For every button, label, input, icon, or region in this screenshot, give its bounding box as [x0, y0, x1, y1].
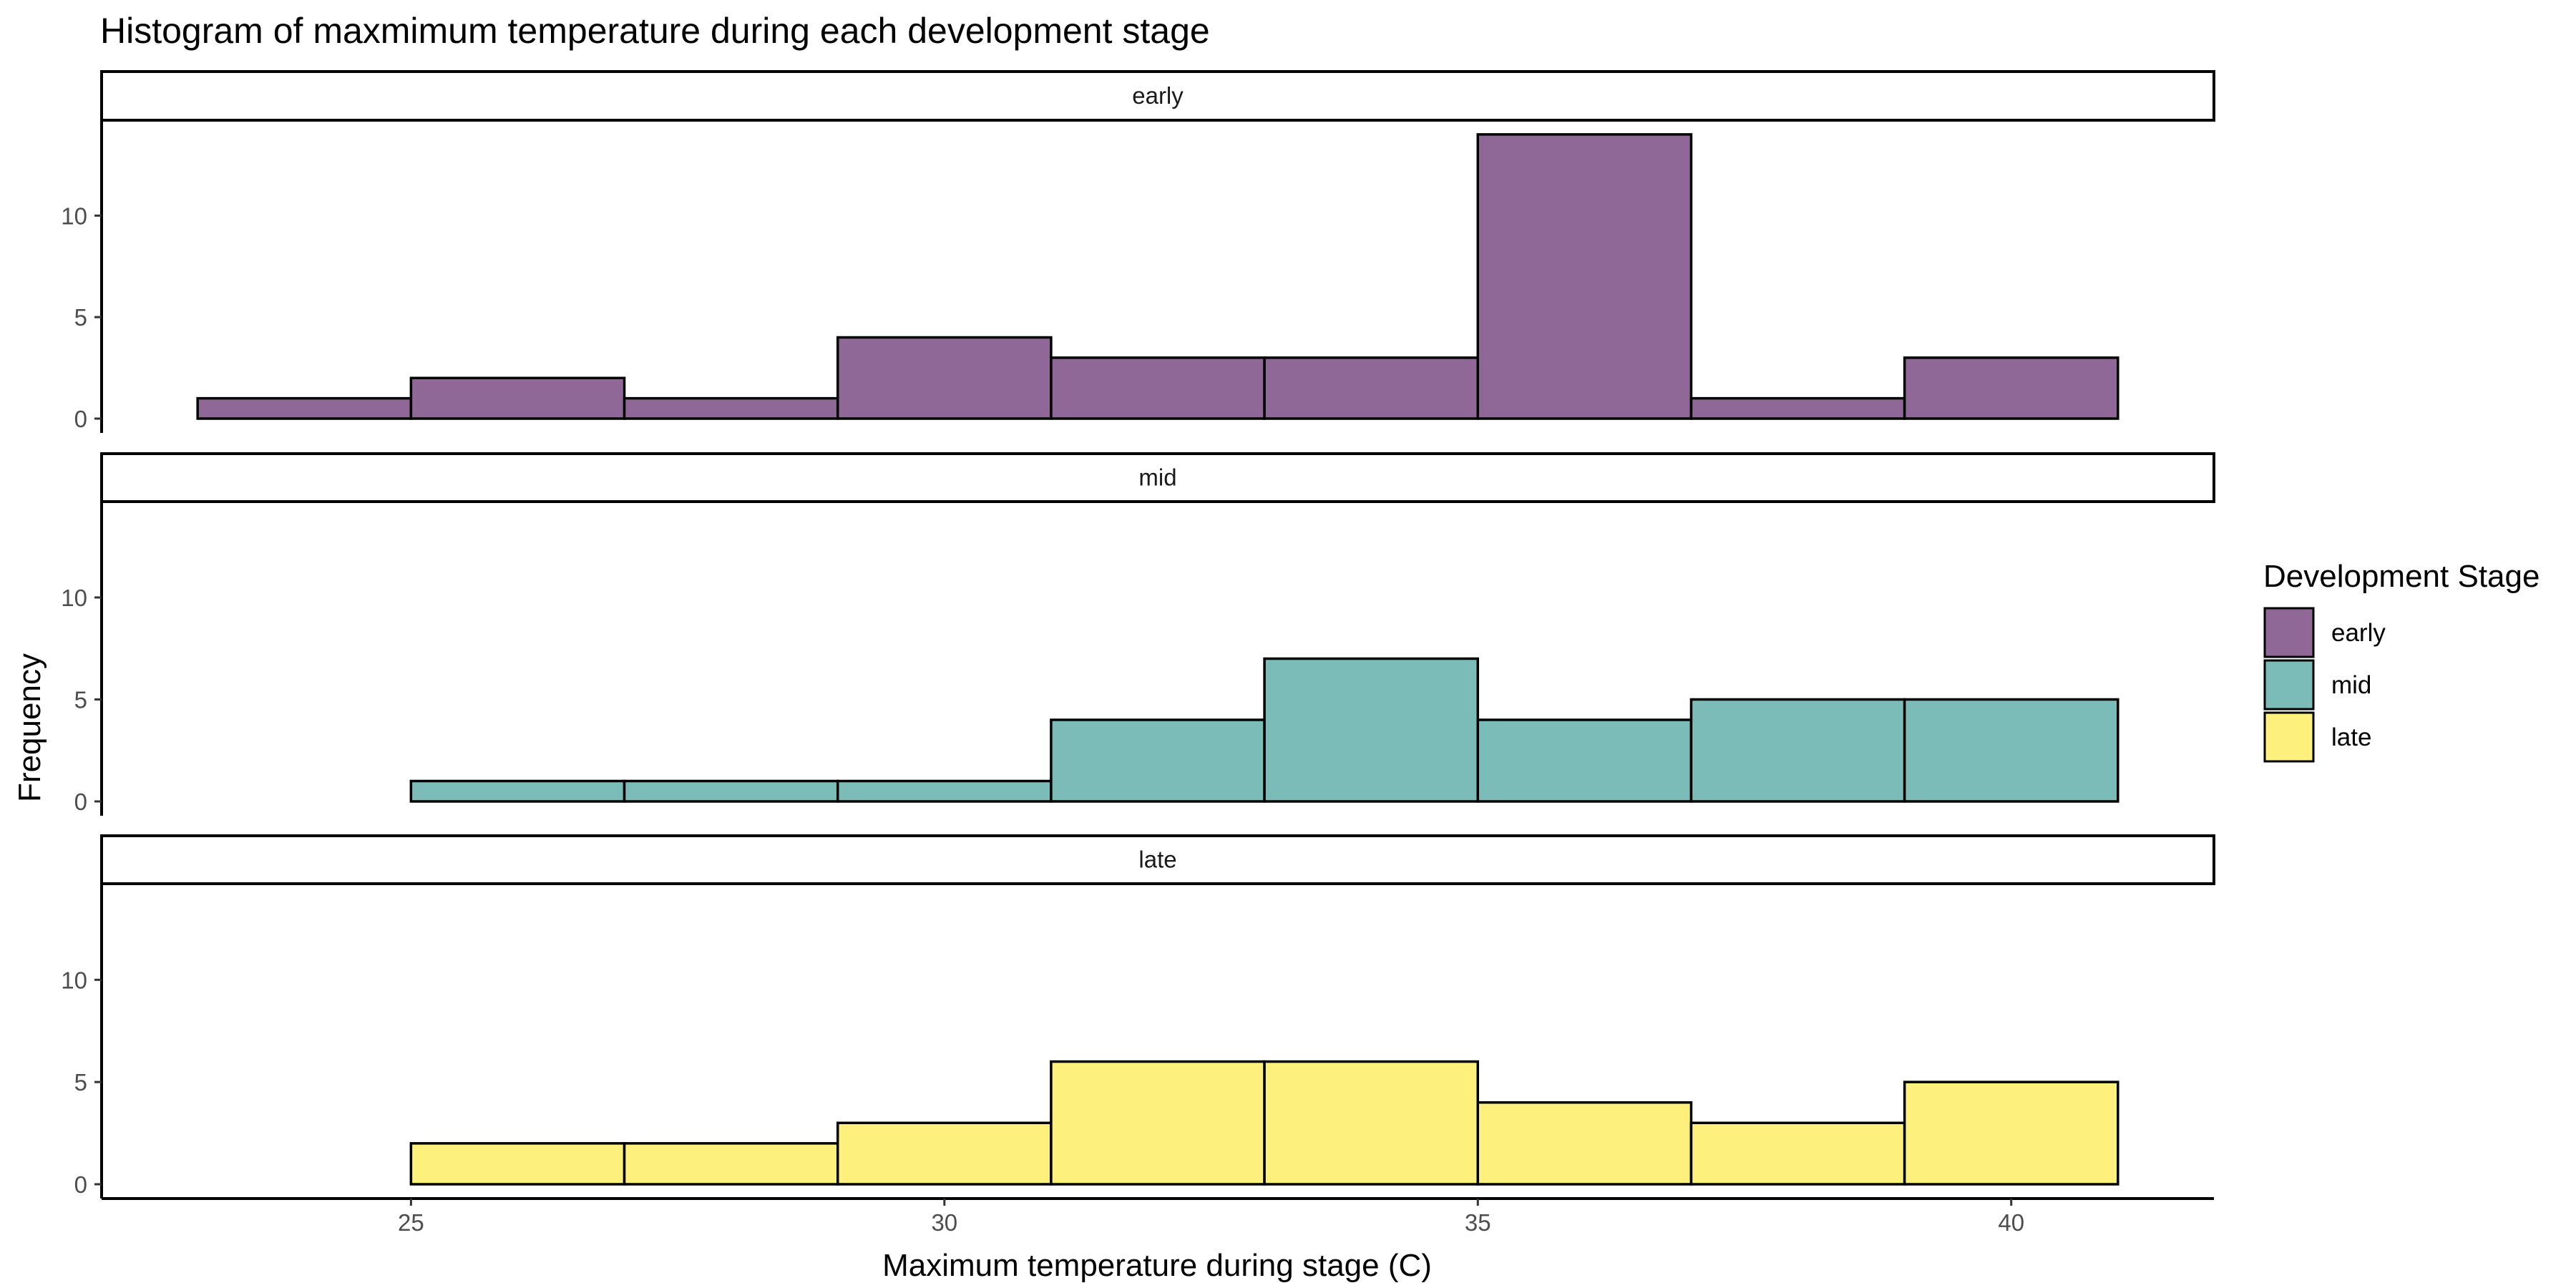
- legend-title: Development Stage: [2263, 559, 2540, 594]
- facet-strip-label-early: early: [1132, 82, 1184, 109]
- facet-panels: early 0 5 10 mid 0 5 10 late 0 5 10: [61, 70, 2215, 1199]
- histogram-bar-early-6: [1476, 133, 1693, 420]
- legend-key-early: [2263, 607, 2315, 658]
- histogram-bar-mid-3: [836, 779, 1053, 803]
- histogram-bar-mid-8: [1903, 698, 2119, 803]
- histogram-bar-early-0: [196, 396, 413, 420]
- histogram-bar-late-7: [1689, 1121, 1906, 1186]
- facet-strip-early: [100, 70, 2215, 122]
- x-axis: 25 30 35 40: [102, 1197, 2214, 1236]
- facet-panel-mid: mid 0 5 10: [61, 452, 2215, 816]
- legend-label-late: late: [2331, 723, 2371, 751]
- y-tick-label-late-10: 10: [61, 967, 87, 993]
- x-tick-label-25: 25: [398, 1209, 424, 1236]
- histogram-bar-late-4: [1050, 1060, 1266, 1186]
- histogram-bar-early-3: [836, 336, 1053, 420]
- chart-title: Histogram of maxmimum temperature during…: [100, 11, 1210, 51]
- legend-key-mid: [2263, 659, 2315, 711]
- facet-strip-label-mid: mid: [1138, 464, 1176, 491]
- histogram-bar-early-2: [623, 396, 839, 420]
- legend-label-mid: mid: [2331, 671, 2371, 699]
- histogram-bar-mid-4: [1050, 718, 1266, 803]
- legend: Development Stage early mid late: [2263, 559, 2540, 763]
- y-axis-title: Frequency: [12, 653, 47, 802]
- histogram-bar-late-6: [1476, 1101, 1693, 1186]
- histogram-bar-mid-1: [409, 779, 626, 803]
- x-tick-label-35: 35: [1465, 1209, 1491, 1236]
- facet-panel-early: early 0 5 10: [61, 70, 2215, 433]
- histogram-bar-early-8: [1903, 356, 2119, 420]
- x-tick-label-40: 40: [1998, 1209, 2024, 1236]
- y-tick-label-mid-0: 0: [74, 789, 87, 815]
- histogram-bar-mid-6: [1476, 718, 1693, 803]
- histogram-bar-early-4: [1050, 356, 1266, 420]
- histogram-bar-early-5: [1263, 356, 1480, 420]
- histogram-bar-late-8: [1903, 1080, 2119, 1186]
- y-tick-label-late-5: 5: [74, 1069, 87, 1096]
- histogram-bar-late-2: [623, 1142, 839, 1186]
- histogram-bar-late-5: [1263, 1060, 1480, 1186]
- histogram-bar-early-7: [1689, 396, 1906, 420]
- facet-strip-late: [100, 834, 2215, 885]
- y-tick-label-mid-10: 10: [61, 585, 87, 611]
- facet-strip-mid: [100, 452, 2215, 503]
- histogram-bar-late-3: [836, 1121, 1053, 1186]
- y-tick-label-late-0: 0: [74, 1171, 87, 1198]
- histogram-bar-mid-5: [1263, 657, 1480, 803]
- histogram-bar-late-1: [409, 1142, 626, 1186]
- histogram-bar-early-1: [409, 376, 626, 420]
- facet-panel-late: late 0 5 10: [61, 834, 2215, 1199]
- legend-key-late: [2263, 711, 2315, 763]
- histogram-bar-mid-7: [1689, 698, 1906, 803]
- y-tick-label-mid-5: 5: [74, 686, 87, 713]
- y-tick-label-early-0: 0: [74, 406, 87, 432]
- y-tick-label-early-10: 10: [61, 203, 87, 229]
- histogram-bar-mid-2: [623, 779, 839, 803]
- legend-label-early: early: [2331, 619, 2386, 647]
- facet-strip-label-late: late: [1138, 847, 1176, 873]
- x-axis-title: Maximum temperature during stage (C): [882, 1248, 1432, 1283]
- x-tick-label-30: 30: [931, 1209, 957, 1236]
- y-tick-label-early-5: 5: [74, 304, 87, 331]
